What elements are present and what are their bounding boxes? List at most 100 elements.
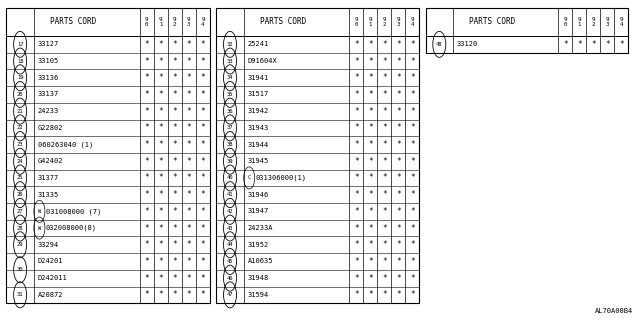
Text: *: * xyxy=(145,73,149,82)
Text: *: * xyxy=(186,40,191,49)
Text: 41: 41 xyxy=(227,192,233,197)
Text: *: * xyxy=(186,173,191,182)
Text: *: * xyxy=(173,173,177,182)
Text: *: * xyxy=(368,257,372,266)
Text: 33: 33 xyxy=(227,59,233,64)
Text: *: * xyxy=(145,224,149,233)
Text: *: * xyxy=(186,107,191,116)
Text: *: * xyxy=(396,173,401,182)
Text: *: * xyxy=(396,207,401,216)
Text: *: * xyxy=(200,190,205,199)
Text: *: * xyxy=(145,257,149,266)
Text: 22: 22 xyxy=(17,125,24,130)
Text: *: * xyxy=(410,157,415,166)
Text: *: * xyxy=(173,190,177,199)
Text: *: * xyxy=(396,57,401,66)
Text: D24201: D24201 xyxy=(38,259,63,264)
Text: *: * xyxy=(200,157,205,166)
Text: *: * xyxy=(591,40,596,49)
Text: *: * xyxy=(396,224,401,233)
Text: *: * xyxy=(354,274,358,283)
Text: *: * xyxy=(173,290,177,299)
Text: *: * xyxy=(410,57,415,66)
Text: *: * xyxy=(410,90,415,99)
Text: 9
2: 9 2 xyxy=(383,17,386,27)
Text: *: * xyxy=(186,207,191,216)
Text: 9
2: 9 2 xyxy=(592,17,595,27)
Text: 33105: 33105 xyxy=(38,58,59,64)
Text: *: * xyxy=(145,290,149,299)
Text: *: * xyxy=(186,274,191,283)
Text: *: * xyxy=(396,290,401,299)
Text: *: * xyxy=(173,57,177,66)
Text: 9
4: 9 4 xyxy=(201,17,205,27)
Text: 47: 47 xyxy=(227,292,233,297)
Text: *: * xyxy=(396,107,401,116)
Text: 17: 17 xyxy=(17,42,24,47)
Text: C: C xyxy=(248,175,251,180)
Text: *: * xyxy=(368,274,372,283)
Text: 31948: 31948 xyxy=(248,275,269,281)
Text: A20872: A20872 xyxy=(38,292,63,298)
Text: 33137: 33137 xyxy=(38,92,59,98)
Bar xyxy=(216,8,419,303)
Text: *: * xyxy=(354,157,358,166)
Text: *: * xyxy=(354,140,358,149)
Text: 031008000 (7): 031008000 (7) xyxy=(46,208,101,215)
Bar xyxy=(6,8,210,303)
Text: 25241: 25241 xyxy=(248,41,269,47)
Text: 9
1: 9 1 xyxy=(578,17,581,27)
Text: 25: 25 xyxy=(17,175,24,180)
Text: W: W xyxy=(38,226,41,230)
Text: *: * xyxy=(159,57,163,66)
Text: *: * xyxy=(173,257,177,266)
Text: AL70A00B4: AL70A00B4 xyxy=(595,308,634,314)
Text: *: * xyxy=(396,140,401,149)
Text: *: * xyxy=(159,107,163,116)
Text: 33127: 33127 xyxy=(38,41,59,47)
Text: *: * xyxy=(368,207,372,216)
Text: 31517: 31517 xyxy=(248,92,269,98)
Text: *: * xyxy=(186,140,191,149)
Text: *: * xyxy=(200,57,205,66)
Text: *: * xyxy=(382,90,387,99)
Text: *: * xyxy=(368,73,372,82)
Text: 9
4: 9 4 xyxy=(620,17,623,27)
Text: 48: 48 xyxy=(436,42,442,47)
Text: 31943: 31943 xyxy=(248,125,269,131)
Text: *: * xyxy=(186,240,191,249)
Text: *: * xyxy=(382,224,387,233)
Text: 24233A: 24233A xyxy=(248,225,273,231)
Text: *: * xyxy=(354,57,358,66)
Text: *: * xyxy=(354,190,358,199)
Text: *: * xyxy=(410,190,415,199)
Text: *: * xyxy=(368,173,372,182)
Text: *: * xyxy=(159,173,163,182)
Text: 44: 44 xyxy=(227,242,233,247)
Text: *: * xyxy=(200,173,205,182)
Text: 060263040 (1): 060263040 (1) xyxy=(38,141,93,148)
Text: 31335: 31335 xyxy=(38,192,59,198)
Text: *: * xyxy=(577,40,582,49)
Text: *: * xyxy=(382,57,387,66)
Text: *: * xyxy=(354,107,358,116)
Bar xyxy=(426,8,628,53)
Text: D242011: D242011 xyxy=(38,275,68,281)
Text: 032008000(8): 032008000(8) xyxy=(46,225,97,231)
Text: 38: 38 xyxy=(227,142,233,147)
Text: *: * xyxy=(605,40,610,49)
Text: *: * xyxy=(200,73,205,82)
Text: *: * xyxy=(186,57,191,66)
Text: *: * xyxy=(410,173,415,182)
Text: *: * xyxy=(186,190,191,199)
Text: *: * xyxy=(396,240,401,249)
Text: *: * xyxy=(200,90,205,99)
Text: 33120: 33120 xyxy=(457,41,478,47)
Text: *: * xyxy=(159,207,163,216)
Text: *: * xyxy=(159,90,163,99)
Text: *: * xyxy=(173,90,177,99)
Text: *: * xyxy=(382,290,387,299)
Text: 19: 19 xyxy=(17,75,24,80)
Text: 46: 46 xyxy=(227,276,233,281)
Text: 45: 45 xyxy=(227,259,233,264)
